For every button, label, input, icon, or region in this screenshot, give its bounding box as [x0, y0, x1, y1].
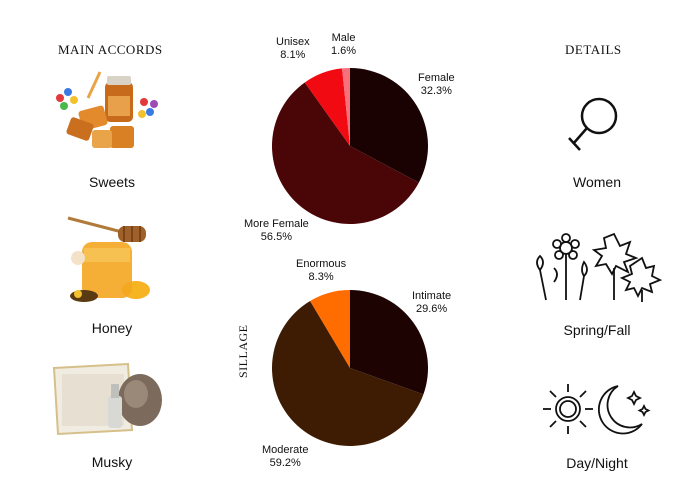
- main-accords-heading: MAIN ACCORDS: [58, 42, 163, 57]
- accord-label-sweets: Sweets: [89, 174, 135, 190]
- accord-label-honey: Honey: [91, 320, 133, 336]
- pie1-label-female: Female 32.3%: [418, 72, 455, 97]
- gender-slice-more-female: [272, 82, 419, 224]
- pie1-label-unisex: Unisex 8.1%: [276, 36, 310, 61]
- sun-moon-icon: [542, 380, 652, 438]
- accord-label-musky: Musky: [91, 454, 133, 470]
- gender-slice-male: [342, 68, 350, 146]
- detail-label-spring-fall: Spring/Fall: [563, 322, 631, 338]
- pie2-label-moderate: Moderate 59.2%: [262, 444, 309, 469]
- sillage-slice-enormous: [310, 290, 350, 368]
- flowers-leaves-icon: [526, 228, 666, 304]
- sillage-slice-moderate: [272, 300, 424, 446]
- sillage-slice-intimate: [350, 290, 428, 395]
- female-symbol-icon: [565, 94, 625, 158]
- pie2-label-enormous: Enormous 8.3%: [296, 258, 347, 283]
- sillage-axis-label: SILLAGE: [236, 324, 250, 379]
- detail-label-day-night: Day/Night: [566, 455, 628, 471]
- detail-label-women: Women: [573, 174, 621, 190]
- gender-slice-female: [350, 68, 428, 183]
- pie1-label-male: Male 1.6%: [331, 32, 357, 57]
- sillage-pie-chart: [270, 288, 430, 448]
- details-heading: DETAILS: [565, 42, 622, 57]
- gender-slice-unisex: [304, 68, 350, 146]
- musk-icon: [48, 360, 164, 436]
- gender-pie-chart: [270, 66, 430, 226]
- pie1-label-more-female: More Female 56.5%: [244, 218, 309, 243]
- pie2-label-intimate: Intimate 29.6%: [412, 290, 452, 315]
- honey-jar-icon: [62, 212, 158, 308]
- candy-icon: [50, 68, 160, 160]
